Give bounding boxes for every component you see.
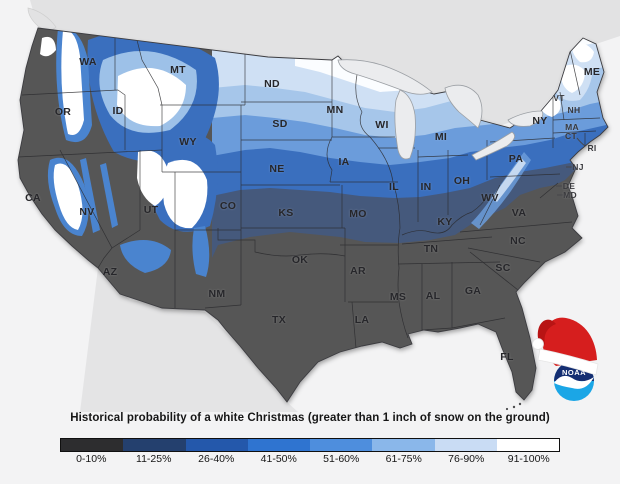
lake-erie — [471, 131, 515, 161]
legend-swatch-91-100% — [496, 439, 559, 451]
legend-bin-labels: 0-10% 11-25% 26-40% 41-50% 51-60% 61-75% 76-90… — [60, 453, 560, 465]
mexico-landmass — [80, 268, 298, 412]
noaa-logo-text: NOAA — [562, 368, 586, 377]
florida-keys — [505, 402, 522, 411]
lake-michigan — [394, 89, 416, 160]
great-lakes — [337, 59, 544, 161]
lake-superior — [337, 59, 433, 95]
legend-swatch-0-10% — [61, 439, 124, 451]
santa-hat-icon — [532, 317, 599, 376]
legend-label-26-40%: 26-40% — [198, 453, 235, 465]
legend-swatch-26-40% — [185, 439, 248, 451]
lake-huron — [444, 84, 483, 129]
us-probability-map: NOAA — [0, 0, 620, 412]
legend-title: Historical probability of a white Christ… — [70, 412, 550, 424]
legend-swatch-11-25% — [123, 439, 186, 451]
callout-leaders — [556, 137, 586, 196]
legend-label-61-75%: 61-75% — [385, 453, 422, 465]
legend-label-91-100%: 91-100% — [507, 453, 550, 465]
legend-swatch-76-90% — [434, 439, 497, 451]
legend-swatch-61-75% — [372, 439, 435, 451]
legend: Historical probability of a white Christ… — [0, 412, 620, 465]
canada-landmass — [0, 0, 620, 132]
legend-swatch-51-60% — [310, 439, 373, 451]
legend-swatch-41-50% — [247, 439, 310, 451]
noaa-logo: NOAA — [532, 317, 599, 401]
legend-label-11-25%: 11-25% — [136, 453, 172, 465]
lake-ontario — [507, 110, 544, 127]
legend-color-bar — [60, 438, 560, 452]
legend-label-0-10%: 0-10% — [76, 453, 107, 465]
legend-label-51-60%: 51-60% — [323, 453, 360, 465]
state-borders — [18, 30, 601, 349]
legend-label-76-90%: 76-90% — [448, 453, 485, 465]
legend-label-41-50%: 41-50% — [260, 453, 297, 465]
